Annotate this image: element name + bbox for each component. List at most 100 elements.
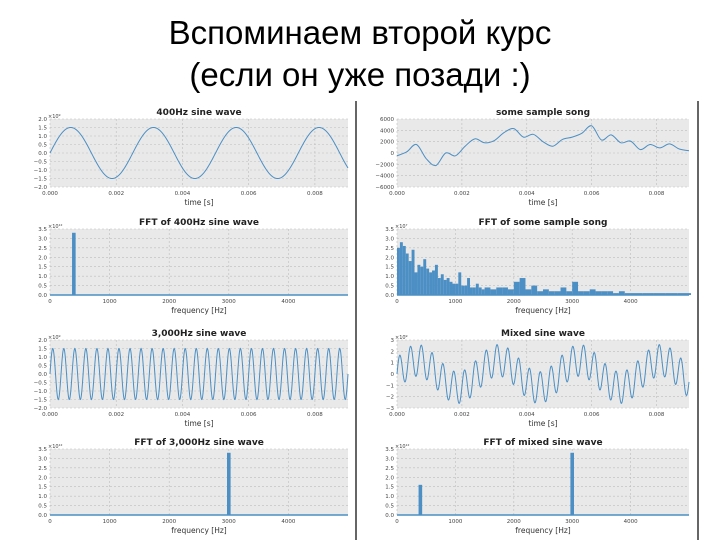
chart-fftsong-spectrum-bar: [677, 293, 689, 295]
chart-fftsong-spectrum-bar: [437, 278, 441, 295]
chart-fftsong-spectrum-bar: [665, 293, 678, 295]
panel-divider-left: [355, 101, 357, 540]
chart-fftsong-spectrum-bar: [484, 287, 491, 295]
chart-fftmixed-xlabel: frequency [Hz]: [515, 526, 571, 535]
chart-fftmixed-title: FFT of mixed sine wave: [483, 438, 602, 448]
chart-fft400-ytick-label: 1.5: [38, 265, 47, 271]
chart-c400-ytick-label: 1.5: [38, 126, 47, 132]
chart-mixed-xtick-label: 0.006: [584, 412, 600, 418]
chart-song-xlabel: time [s]: [528, 198, 557, 207]
chart-fftsong-spectrum-bar: [475, 283, 479, 295]
chart-mixed-ytick-label: −2: [386, 395, 394, 401]
right-figure-panel: some sample song 0.000 0.002 0.004 0.006 0.00…: [367, 101, 697, 540]
chart-fftsong-spectrum-bar: [519, 278, 526, 295]
chart-fftsong-ytick-label: 3.5: [385, 227, 394, 233]
chart-song-xtick-label: 0.000: [389, 191, 405, 197]
chart-fftsong-spectrum-bar: [443, 279, 447, 295]
chart-fftsong-spectrum-bar: [490, 289, 497, 295]
chart-fft400-xtick-label: 2000: [162, 299, 176, 305]
chart-c3000-ytick-label: 0.5: [38, 364, 47, 370]
chart-fftsong-spectrum-bar: [513, 281, 520, 295]
chart-c400-ytick-label: 2.0: [38, 117, 47, 123]
chart-c400-xlabel: time [s]: [184, 198, 213, 207]
chart-fftsong-spectrum-bar: [452, 283, 456, 295]
chart-song-xtick-label: 0.006: [584, 191, 600, 197]
chart-fftsong-xlabel: frequency [Hz]: [515, 306, 571, 315]
chart-fftsong-xtick-label: 3000: [565, 299, 579, 305]
chart-fftmixed-ytick-label: 0.0: [385, 513, 394, 519]
chart-fftsong-spectrum-bar: [464, 285, 468, 295]
chart-fftsong-spectrum-bar: [402, 245, 406, 295]
chart-fftsong-spectrum-bar: [399, 242, 403, 295]
chart-fftmixed-ytick-label: 1.0: [385, 494, 394, 500]
chart-mixed-xtick-label: 0.008: [649, 412, 665, 418]
chart-fftmixed-peak-bar: [418, 484, 423, 515]
chart-fft400-ytick-label: 0.0: [38, 293, 47, 299]
chart-fftsong-spectrum-bar: [554, 291, 561, 295]
chart-c400-xtick-label: 0.000: [42, 191, 58, 197]
chart-mixed-series-line: [396, 344, 690, 404]
slide-title-line-2: (если он уже позади :): [189, 56, 531, 93]
chart-song-ytick-label: 0: [391, 151, 395, 157]
chart-fft3000-xlabel: frequency [Hz]: [171, 526, 227, 535]
chart-song-ytick-label: −2000: [375, 162, 394, 168]
chart-fftsong-spectrum-bar: [496, 287, 503, 295]
chart-fftsong-xtick-label: 2000: [507, 299, 521, 305]
chart-fft400-ytick-label: 0.5: [38, 284, 47, 290]
chart-fft400-plot-area: [50, 229, 348, 295]
chart-c400-xtick-label: 0.008: [307, 191, 323, 197]
chart-fftsong-spectrum-bar: [440, 274, 444, 295]
chart-fft3000-ytick-label: 1.0: [38, 494, 47, 500]
chart-mixed-ytick-label: 0: [391, 372, 395, 378]
chart-fft400-xtick-label: 1000: [103, 299, 117, 305]
chart-song-xtick-label: 0.008: [649, 191, 665, 197]
chart-c400-ytick-label: 1.0: [38, 134, 47, 140]
chart-c3000-ytick-label: −1.5: [34, 398, 48, 404]
chart-c400-ytick-label: −1.5: [34, 177, 48, 183]
chart-fftsong-spectrum-bar: [525, 289, 532, 295]
chart-fftsong-spectrum-bar: [455, 283, 459, 295]
chart-fft400-ytick-label: 3.5: [38, 227, 47, 233]
chart-c400-ytick-label: 0.0: [38, 151, 47, 157]
chart-mixed-xtick-label: 0.002: [454, 412, 470, 418]
chart-fftsong-spectrum-bar: [432, 270, 435, 295]
chart-fftsong-spectrum-bar: [414, 272, 418, 295]
chart-c3000-ytick-label: 0.0: [38, 372, 47, 378]
chart-fftmixed-ytick-label: 2.0: [385, 475, 394, 481]
chart-fftsong-spectrum-bar: [426, 268, 430, 295]
chart-fft3000-xtick-label: 0: [48, 519, 52, 525]
chart-fftmixed-xtick-label: 2000: [507, 519, 521, 525]
chart-fftmixed-ytick-label: 2.5: [385, 466, 394, 472]
chart-song-ytick-label: −4000: [375, 174, 394, 180]
chart-c400-ytick-label: −1.0: [34, 168, 48, 174]
chart-fftsong-xtick-label: 1000: [448, 299, 462, 305]
chart-fftmixed-plot-area: [397, 449, 689, 515]
chart-c400-xtick-label: 0.002: [108, 191, 124, 197]
chart-fftsong-spectrum-bar: [423, 259, 427, 295]
chart-fftsong-spectrum-bar: [472, 287, 476, 295]
chart-fftsong-spectrum-bar: [618, 291, 625, 295]
chart-fft3000-ytick-label: 3.0: [38, 456, 47, 462]
chart-fftsong-spectrum-bar: [429, 272, 433, 295]
chart-fftsong-xtick-label: 0: [395, 299, 399, 305]
chart-fftsong-spectrum-bar: [408, 261, 412, 295]
chart-fftsong-ytick-label: 2.0: [385, 255, 394, 261]
chart-fft400-y-exponent: ×10¹²: [48, 224, 63, 230]
chart-fftsong-spectrum-bar: [502, 287, 508, 295]
chart-fftmixed-ytick-label: 3.0: [385, 456, 394, 462]
chart-fft400-ytick-label: 2.5: [38, 246, 47, 252]
chart-fftmixed-xtick-label: 3000: [565, 519, 579, 525]
chart-song-xtick-label: 0.004: [519, 191, 535, 197]
chart-fftmixed-ytick-label: 1.5: [385, 485, 394, 491]
chart-fftmixed-peak-bar: [570, 452, 574, 515]
chart-song-ytick-label: 6000: [380, 117, 394, 123]
chart-fftsong-xtick-label: 4000: [624, 299, 638, 305]
chart-fftsong-spectrum-bar: [481, 289, 485, 295]
left-figure-panel: 400Hz sine wave 0.000 0.002 0.004 0.006 0.008…: [20, 101, 354, 540]
chart-fftsong-spectrum-bar: [560, 287, 567, 295]
chart-c400-xtick-label: 0.004: [175, 191, 191, 197]
chart-mixed-ytick-label: 2: [391, 349, 395, 355]
chart-c3000-xtick-label: 0.004: [175, 412, 191, 418]
